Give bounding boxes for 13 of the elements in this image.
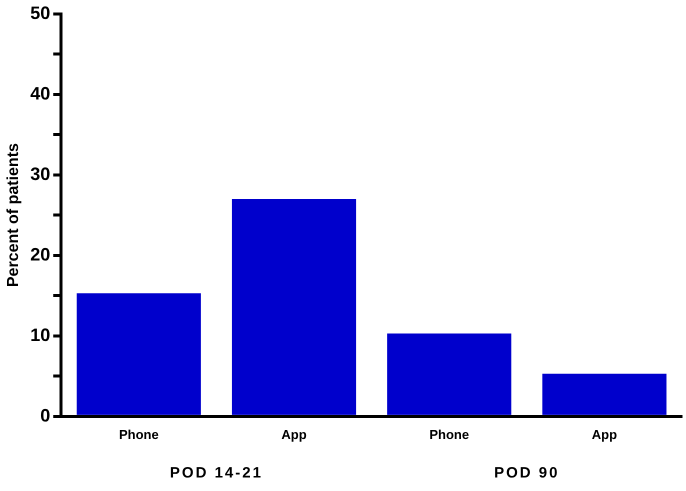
y-tick-label: 30	[30, 164, 50, 184]
x-tick-label: App	[281, 426, 307, 442]
y-tick-label: 10	[30, 324, 50, 345]
y-tick-label: 20	[30, 244, 50, 264]
text: POD 90	[494, 464, 560, 482]
text: POD 14-21	[170, 464, 263, 482]
x-tick-label: Phone	[429, 426, 470, 442]
x-tick-label: Phone	[118, 426, 159, 442]
y-tick-label: 0	[40, 405, 50, 426]
x-tick-label: App	[592, 426, 618, 442]
y-axis-title: Percent of patients	[5, 142, 22, 288]
y-tick-label: 50	[30, 2, 50, 23]
y-tick-label: 40	[30, 83, 50, 104]
